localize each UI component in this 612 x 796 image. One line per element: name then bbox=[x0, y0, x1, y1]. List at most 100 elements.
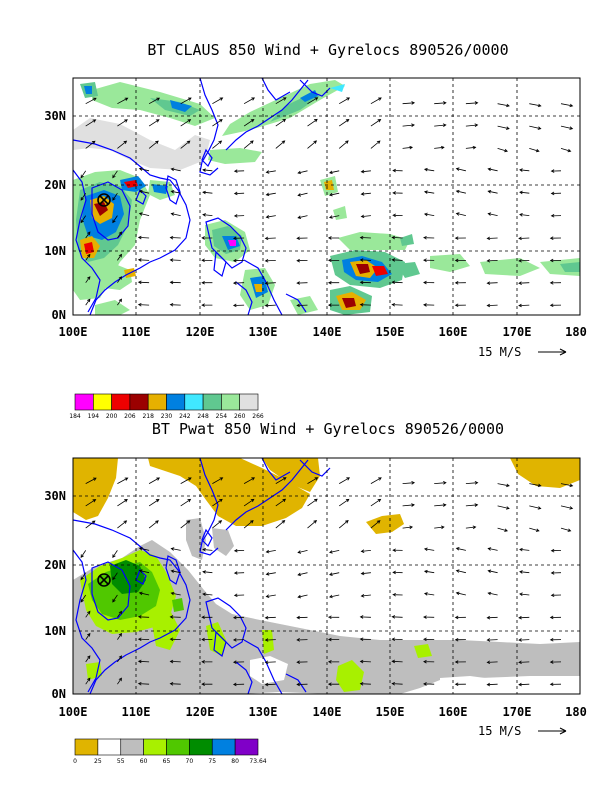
wind-arrow bbox=[434, 123, 447, 128]
wind-arrow bbox=[264, 258, 276, 263]
colorbar-label: 75 bbox=[208, 758, 216, 765]
wind-arrow bbox=[80, 572, 87, 581]
wind-arrow bbox=[423, 615, 435, 619]
wind-arrow bbox=[296, 615, 308, 620]
wind-arrow bbox=[212, 498, 223, 507]
wind-arrow bbox=[212, 477, 224, 484]
wind-arrow bbox=[275, 498, 287, 507]
wind-arrow bbox=[112, 572, 118, 581]
wind-arrow bbox=[201, 615, 213, 620]
wind-arrow bbox=[296, 303, 308, 308]
colorbar-label: 80 bbox=[231, 758, 239, 765]
wind-arrow bbox=[370, 119, 382, 127]
panel-1-title: BT CLAUS 850 Wind + Gyrelocs 890526/0000 bbox=[147, 41, 508, 59]
wind-arrow bbox=[549, 615, 562, 620]
wind-arrow bbox=[137, 302, 150, 307]
wind-arrow bbox=[112, 594, 118, 603]
wind-arrow bbox=[497, 148, 509, 153]
wind-arrow bbox=[519, 213, 530, 217]
wind-arrow bbox=[549, 660, 562, 664]
wind-arrow bbox=[402, 123, 415, 128]
panel-2-coastlines bbox=[73, 458, 331, 694]
wind-arrow bbox=[486, 258, 498, 263]
wind-arrow bbox=[360, 192, 371, 196]
wind-arrow bbox=[307, 118, 318, 127]
wind-arrow bbox=[486, 638, 498, 642]
wind-arrow bbox=[232, 615, 245, 620]
wind-arrow bbox=[137, 615, 150, 619]
wind-arrow bbox=[392, 592, 403, 597]
wind-arrow bbox=[486, 682, 498, 687]
wind-arrow bbox=[402, 503, 415, 507]
wind-arrow bbox=[275, 97, 287, 105]
wind-arrow bbox=[497, 505, 510, 510]
panel-2-y-ticks: 30N 20N 10N 0N bbox=[44, 489, 66, 701]
colorbar-swatch bbox=[147, 393, 167, 411]
colorbar-swatch bbox=[74, 393, 94, 411]
wind-arrow bbox=[465, 503, 479, 507]
wind-arrow bbox=[327, 682, 340, 686]
wind-arrow bbox=[487, 167, 498, 172]
wind-arrow bbox=[80, 192, 87, 201]
wind-arrow bbox=[391, 258, 403, 262]
wind-arrow bbox=[137, 280, 150, 285]
wind-arrow bbox=[518, 682, 530, 687]
wind-arrow bbox=[359, 235, 371, 240]
wind-arrow bbox=[202, 213, 213, 217]
wind-arrow bbox=[112, 215, 118, 224]
wind-arrow bbox=[486, 660, 498, 665]
wind-arrow bbox=[529, 505, 542, 510]
wind-arrow bbox=[328, 192, 340, 197]
wind-arrow bbox=[264, 660, 276, 665]
wind-arrow bbox=[529, 527, 540, 532]
panel-2-map bbox=[73, 458, 580, 694]
colorbar-swatch bbox=[143, 738, 167, 756]
wind-arrow bbox=[518, 236, 530, 241]
wind-arrow bbox=[487, 547, 498, 551]
colorbar-swatch bbox=[129, 393, 149, 411]
wind-arrow bbox=[370, 140, 381, 149]
wind-arrow bbox=[518, 615, 530, 620]
wind-arrow bbox=[518, 638, 530, 642]
wind-arrow bbox=[169, 637, 181, 642]
wind-arrow bbox=[402, 145, 414, 150]
wind-arrow bbox=[550, 191, 562, 196]
panel-2-wind-vectors bbox=[80, 477, 574, 687]
wind-arrow bbox=[85, 140, 96, 149]
wind-arrow bbox=[550, 593, 562, 598]
wind-arrow bbox=[454, 660, 466, 664]
wind-arrow bbox=[434, 145, 445, 150]
wind-arrow bbox=[549, 682, 562, 687]
wind-arrow bbox=[117, 610, 122, 618]
wind-arrow bbox=[296, 660, 308, 664]
p2-ytick-20n: 20N bbox=[44, 558, 66, 572]
wind-arrow bbox=[560, 527, 572, 532]
wind-arrow bbox=[170, 591, 181, 596]
wind-arrow bbox=[529, 483, 542, 488]
wind-arrow bbox=[392, 570, 403, 575]
panel-2: BT Pwat 850 Wind + Gyrelocs 890526/0000 bbox=[44, 420, 587, 765]
wind-arrow bbox=[391, 637, 403, 641]
panel-1-colorbar: 184 194 200 206 218 230 242 248 254 260 266 bbox=[69, 393, 264, 420]
panel-2-x-ticks: 100E 110E 120E 130E 140E 150E 160E 170E … bbox=[59, 705, 587, 719]
wind-arrow bbox=[117, 298, 122, 306]
wind-arrow bbox=[307, 520, 318, 529]
colorbar-label: 65 bbox=[163, 758, 171, 765]
wind-arrow bbox=[327, 660, 340, 664]
wind-arrow bbox=[138, 212, 150, 216]
wind-arrow bbox=[233, 191, 245, 196]
colorbar-swatch bbox=[234, 738, 259, 756]
wind-arrow bbox=[465, 525, 477, 530]
panel-2-frame bbox=[72, 457, 581, 695]
wind-arrow bbox=[391, 659, 403, 664]
wind-arrow bbox=[232, 281, 245, 285]
wind-arrow bbox=[264, 615, 276, 620]
colorbar-swatch bbox=[221, 393, 240, 411]
wind-arrow bbox=[549, 281, 562, 285]
colorbar-label: 73.64 bbox=[249, 758, 266, 765]
wind-arrow bbox=[465, 101, 479, 105]
wind-arrow bbox=[423, 190, 435, 194]
wind-arrow bbox=[339, 97, 351, 105]
wind-arrow bbox=[359, 258, 371, 262]
wind-arrow bbox=[455, 167, 466, 172]
